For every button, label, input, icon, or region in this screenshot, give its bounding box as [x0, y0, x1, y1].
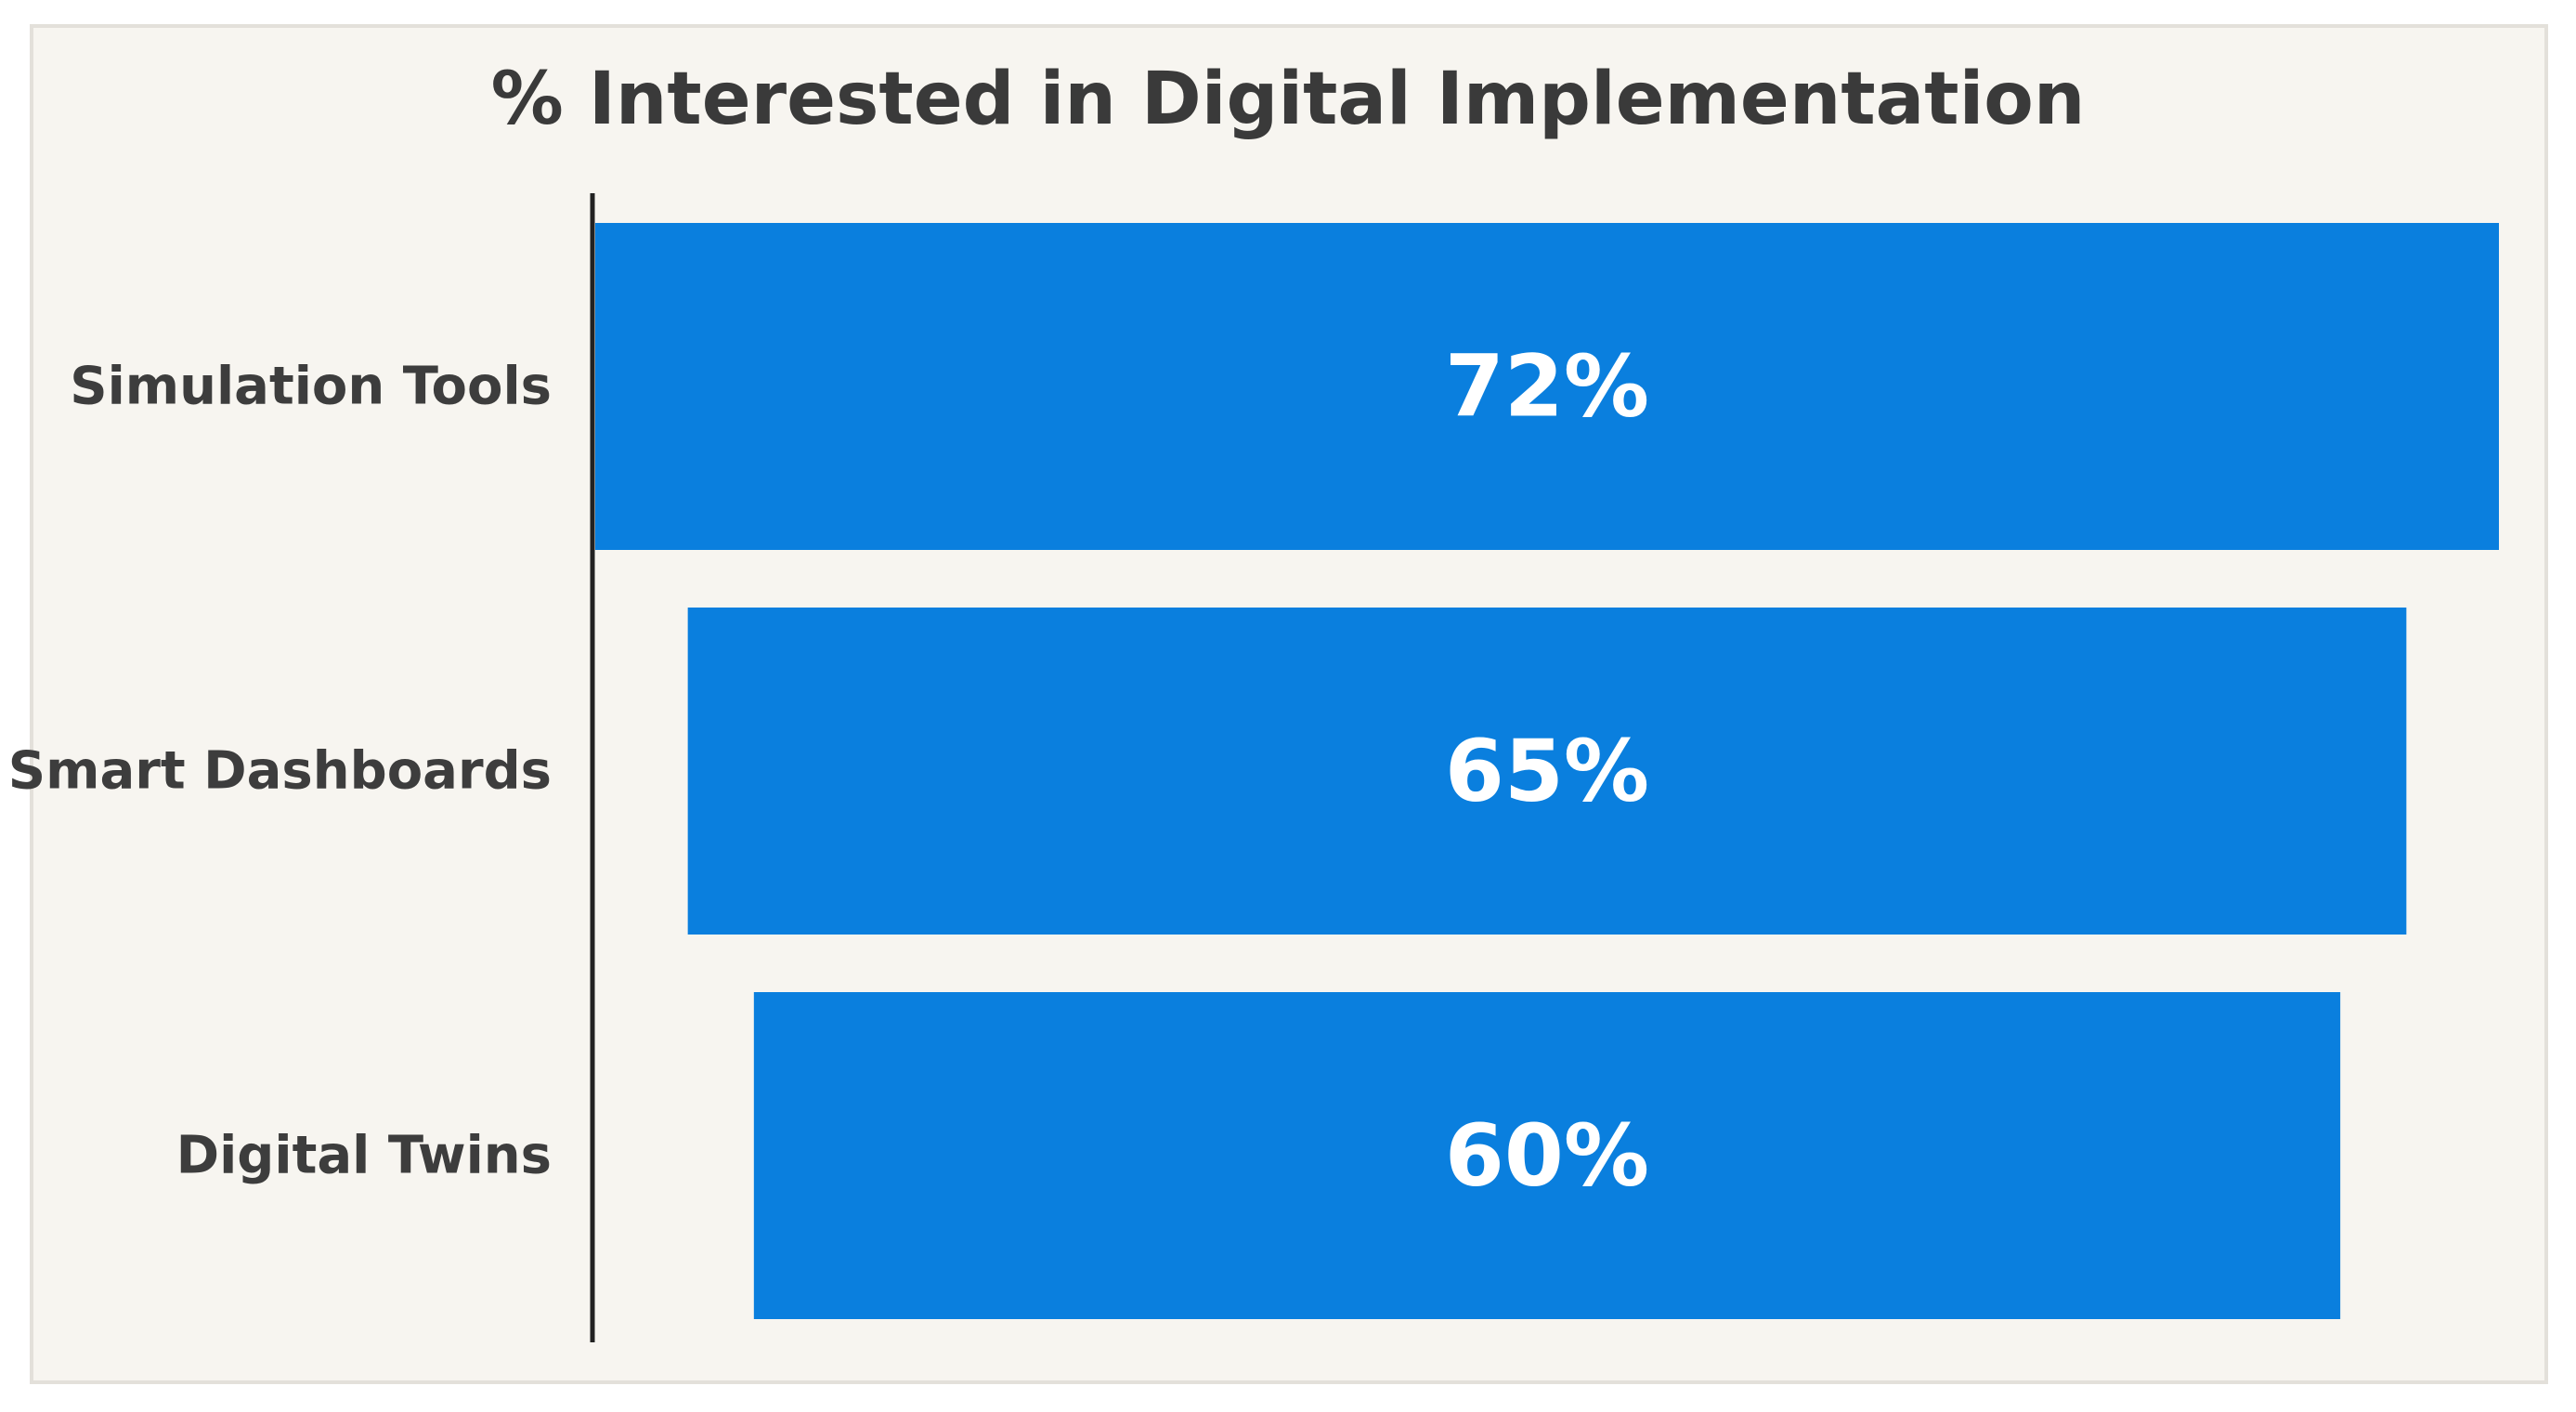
bar-1: [687, 608, 2407, 935]
bar-0: [595, 223, 2499, 550]
category-label-0: Simulation Tools: [70, 357, 552, 417]
chart-title: % Interested in Digital Implementation: [490, 58, 2086, 141]
category-label-2: Digital Twins: [176, 1126, 552, 1186]
data-label-1: 65%: [1445, 722, 1649, 821]
data-label-0: 72%: [1445, 337, 1649, 437]
data-label-2: 60%: [1445, 1106, 1649, 1206]
bar-2: [753, 992, 2341, 1319]
category-label-1: Smart Dashboards: [8, 741, 552, 802]
